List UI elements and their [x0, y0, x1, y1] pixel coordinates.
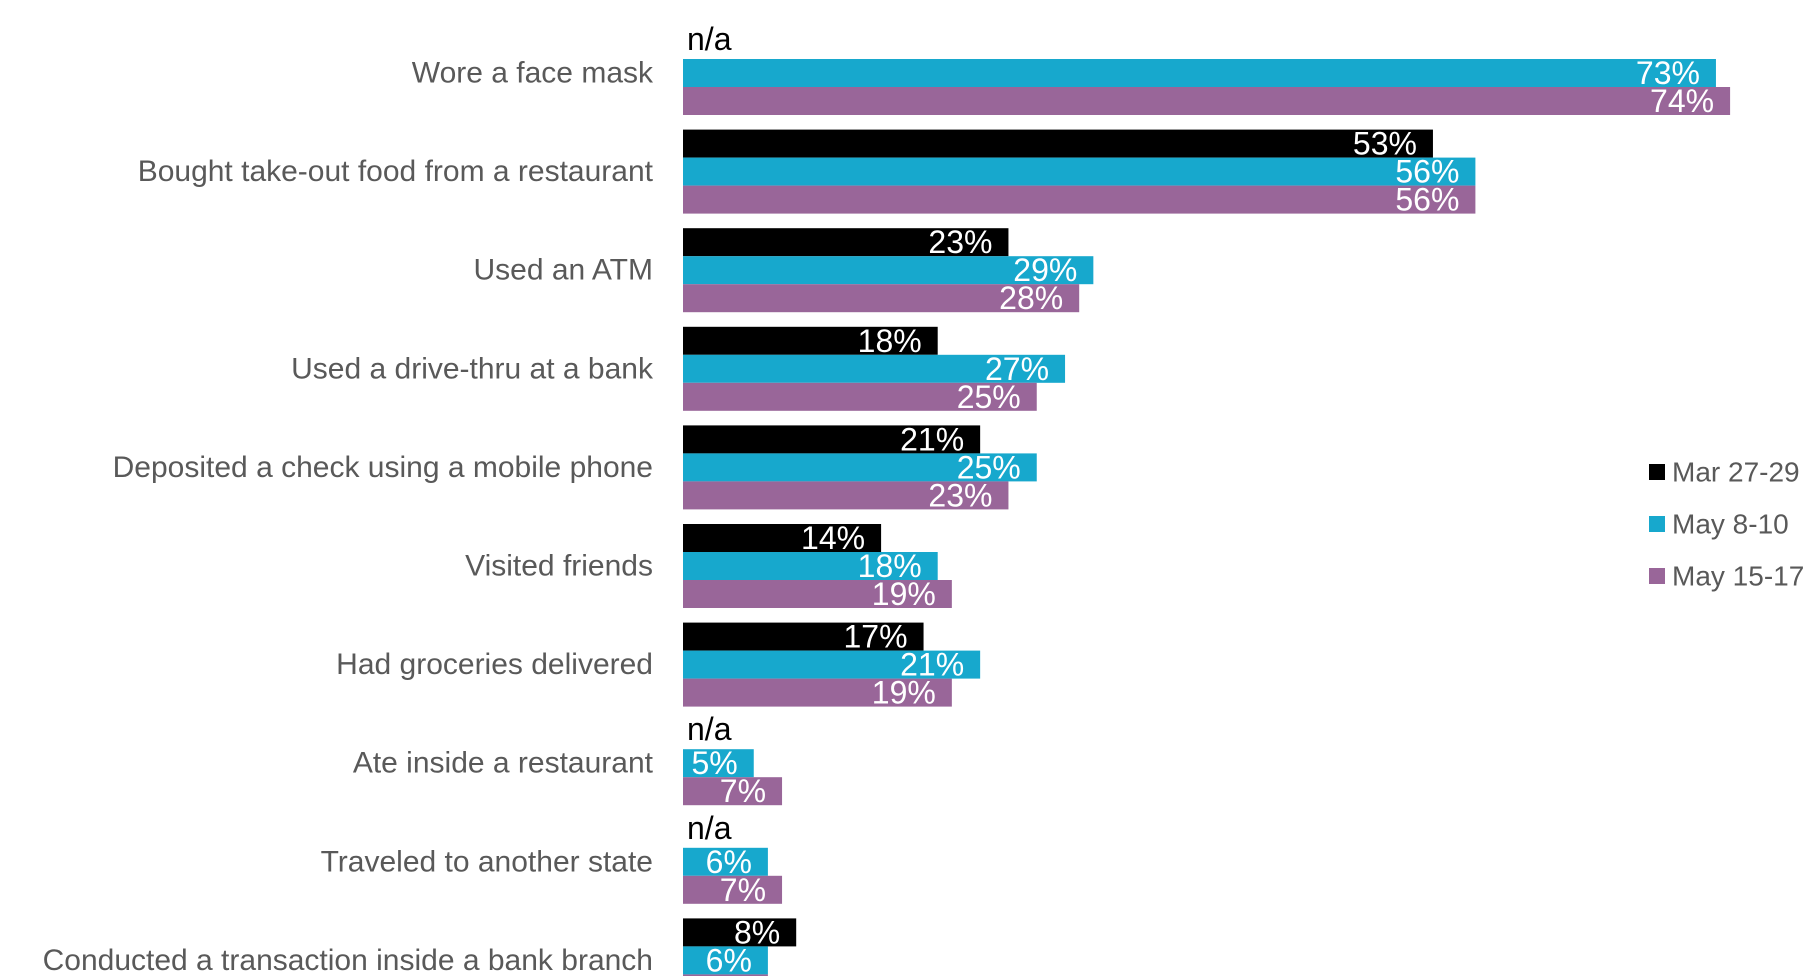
- data-label: 6%: [706, 844, 752, 880]
- data-label: 14%: [801, 520, 865, 556]
- bar: [683, 847, 768, 876]
- data-label: 27%: [985, 351, 1049, 387]
- legend-label: May 15-17: [1672, 561, 1804, 592]
- category-label: Visited friends: [465, 550, 653, 583]
- legend-swatch: [1649, 516, 1665, 532]
- data-label: 28%: [999, 280, 1063, 316]
- bar: [683, 749, 754, 778]
- data-label: 5%: [692, 745, 738, 781]
- data-label: 21%: [900, 647, 964, 683]
- bar: [683, 650, 981, 679]
- data-label-na: n/a: [687, 810, 732, 846]
- bar: [683, 552, 938, 580]
- bar: [683, 974, 768, 976]
- category-label: Conducted a transaction inside a bank br…: [43, 944, 653, 976]
- legend-swatch: [1649, 464, 1665, 480]
- bar: [683, 524, 882, 552]
- bar: [683, 875, 783, 904]
- category-labels: Wore a face mask Bought take-out food fro…: [43, 57, 654, 976]
- data-label: 25%: [957, 449, 1021, 485]
- data-label: 23%: [928, 224, 992, 260]
- bar: [683, 777, 783, 806]
- data-label: 56%: [1395, 182, 1459, 218]
- data-label: 17%: [844, 619, 908, 655]
- bar: [683, 326, 938, 355]
- category-label: Had groceries delivered: [336, 648, 653, 681]
- category-label: Bought take-out food from a restaurant: [138, 155, 654, 188]
- bar: [683, 946, 768, 975]
- data-label: 8%: [734, 914, 780, 950]
- bar: [683, 228, 1009, 257]
- data-label-na: n/a: [687, 711, 732, 747]
- data-label: 53%: [1353, 126, 1417, 162]
- category-label: Wore a face mask: [412, 57, 654, 90]
- bar: [683, 678, 952, 707]
- data-label: 23%: [928, 477, 992, 513]
- data-label: 29%: [1013, 252, 1077, 288]
- category-label: Ate inside a restaurant: [353, 747, 654, 780]
- bar: [683, 382, 1037, 411]
- bar: [683, 87, 1731, 115]
- data-label: 73%: [1636, 55, 1700, 91]
- bar: [683, 481, 1009, 510]
- bar: [683, 425, 981, 454]
- data-label: 7%: [720, 872, 766, 908]
- bar: [683, 622, 924, 651]
- data-label: 6%: [706, 942, 752, 976]
- data-label: 6%: [706, 970, 752, 976]
- data-label-na: n/a: [687, 21, 732, 57]
- bar: [683, 354, 1066, 383]
- legend-label: May 8-10: [1672, 509, 1789, 540]
- bar: [683, 918, 797, 947]
- bar: [683, 185, 1476, 214]
- legend-label: Mar 27-29: [1672, 457, 1800, 488]
- data-label: 18%: [858, 548, 922, 584]
- bars: [683, 59, 1731, 976]
- data-label: 7%: [720, 773, 766, 809]
- data-label: 21%: [900, 421, 964, 457]
- legend: Mar 27-29 May 8-10 May 15-17: [1649, 457, 1804, 592]
- value-labels: n/a73%74%53%56%56%23%29%28%18%27%25%21%2…: [687, 21, 1714, 976]
- bar: [683, 59, 1716, 87]
- bar: [683, 453, 1037, 482]
- data-label: 74%: [1650, 83, 1714, 119]
- category-label: Traveled to another state: [321, 845, 653, 878]
- bar: [683, 256, 1094, 285]
- data-label: 19%: [872, 675, 936, 711]
- legend-swatch: [1649, 568, 1665, 584]
- data-label: 56%: [1395, 154, 1459, 190]
- category-label: Used a drive-thru at a bank: [291, 352, 654, 385]
- data-label: 25%: [957, 379, 1021, 415]
- category-label: Deposited a check using a mobile phone: [113, 451, 653, 484]
- category-label: Used an ATM: [473, 254, 653, 287]
- bar: [683, 284, 1080, 313]
- data-label: 19%: [872, 576, 936, 612]
- bar: [683, 580, 952, 608]
- bar: [683, 157, 1476, 186]
- bar: [683, 129, 1433, 158]
- data-label: 18%: [858, 323, 922, 359]
